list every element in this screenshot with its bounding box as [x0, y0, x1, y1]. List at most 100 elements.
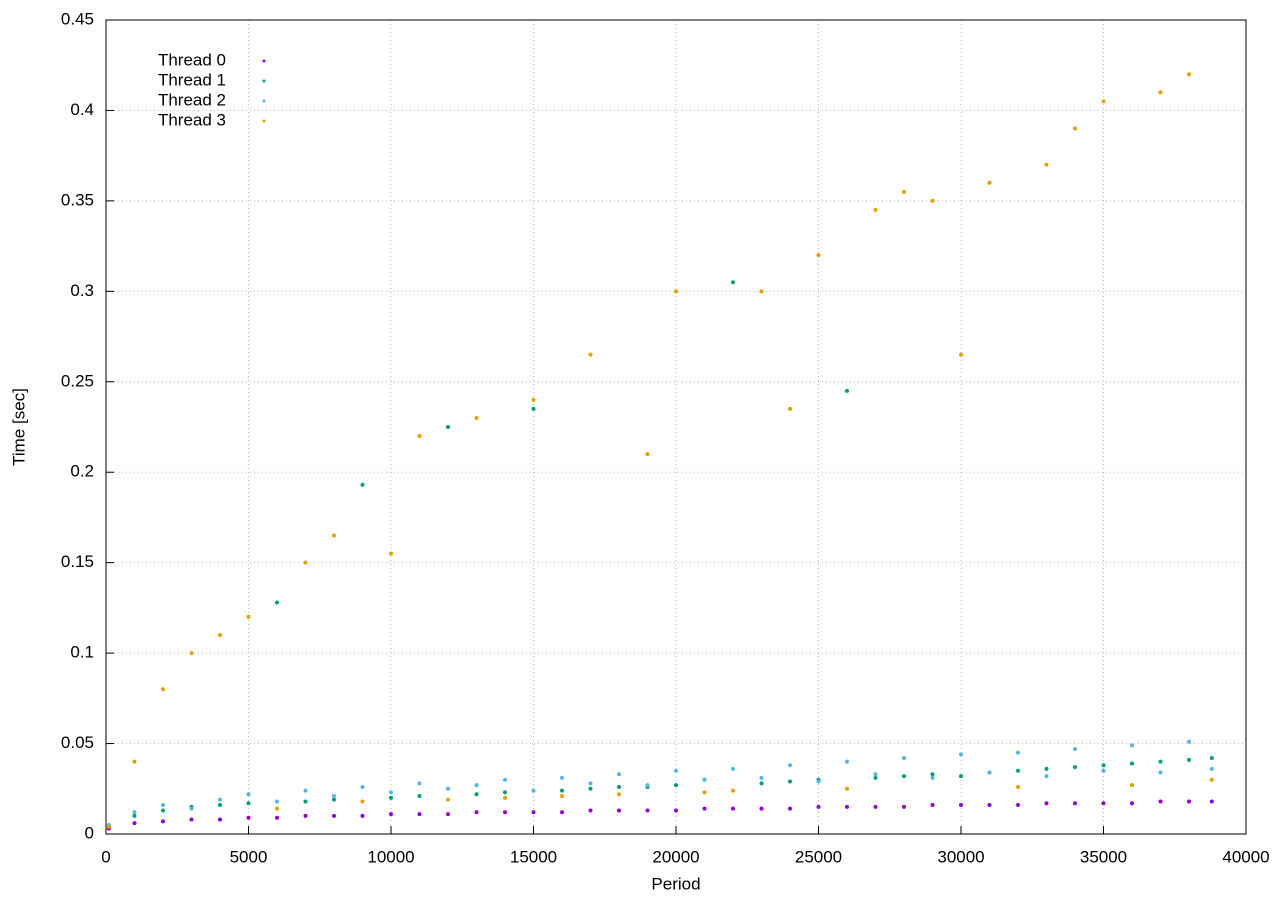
y-tick-label: 0.05	[61, 733, 94, 752]
point	[531, 788, 536, 793]
point	[1187, 757, 1191, 762]
point	[1101, 768, 1106, 773]
point	[246, 792, 251, 797]
point	[788, 779, 792, 784]
point	[1158, 799, 1163, 804]
point	[1016, 750, 1020, 755]
point	[1044, 774, 1049, 779]
point	[1073, 801, 1077, 806]
point	[1101, 801, 1106, 806]
point	[1130, 783, 1134, 788]
point	[759, 289, 764, 294]
point	[1209, 756, 1214, 761]
point	[446, 797, 450, 802]
y-tick-label: 0.35	[61, 190, 94, 209]
x-tick-label: 5000	[230, 847, 268, 866]
point	[1187, 799, 1191, 804]
point	[303, 813, 308, 818]
point	[560, 794, 564, 799]
point	[1073, 765, 1077, 770]
point	[161, 687, 165, 692]
x-tick-label: 40000	[1222, 847, 1269, 866]
point	[1101, 763, 1106, 768]
point	[1044, 801, 1049, 806]
point	[959, 352, 963, 357]
point	[417, 812, 422, 817]
point	[588, 808, 593, 813]
y-tick-label: 0.4	[70, 100, 94, 119]
point	[731, 280, 735, 285]
point	[161, 803, 165, 808]
x-tick-label: 35000	[1080, 847, 1127, 866]
point	[1016, 768, 1020, 773]
point	[246, 815, 251, 820]
point	[132, 813, 137, 818]
point	[959, 774, 963, 779]
point	[132, 759, 137, 764]
plot-border	[105, 19, 1247, 835]
point	[303, 788, 308, 793]
point	[930, 198, 935, 203]
point	[389, 812, 393, 817]
y-tick-label: 0.3	[70, 281, 94, 300]
point	[873, 772, 878, 777]
point	[617, 808, 621, 813]
point	[645, 783, 650, 788]
point	[902, 804, 906, 809]
point	[1073, 126, 1077, 131]
point	[873, 804, 878, 809]
point	[674, 289, 678, 294]
legend-marker	[262, 79, 266, 83]
point	[1130, 743, 1134, 748]
point	[1158, 90, 1163, 95]
point	[1016, 803, 1020, 808]
point	[702, 777, 707, 782]
y-axis-label: Time [sec]	[9, 388, 28, 466]
point	[1130, 761, 1134, 766]
point	[759, 775, 764, 780]
point	[503, 795, 507, 800]
legend-label: Thread 0	[158, 50, 226, 69]
point	[303, 560, 308, 565]
point	[702, 806, 707, 811]
point	[560, 775, 564, 780]
point	[1158, 759, 1163, 764]
point	[503, 777, 507, 782]
point	[446, 425, 450, 429]
point	[731, 788, 735, 793]
point	[759, 806, 764, 811]
point	[474, 792, 479, 797]
point	[845, 786, 849, 791]
point	[189, 651, 194, 656]
x-axis-label: Period	[651, 874, 700, 893]
point	[1130, 801, 1134, 806]
point	[902, 774, 906, 779]
point	[702, 790, 707, 795]
legend-marker	[262, 99, 266, 103]
legend-label: Thread 2	[158, 90, 226, 109]
point	[674, 768, 678, 773]
point	[788, 806, 792, 811]
point	[218, 803, 222, 808]
point	[503, 810, 507, 815]
point	[959, 803, 963, 808]
point	[446, 786, 450, 791]
point	[617, 784, 621, 789]
point	[275, 806, 279, 811]
x-tick-label: 0	[101, 847, 110, 866]
point	[560, 810, 564, 815]
point	[132, 821, 137, 826]
point	[930, 803, 935, 808]
legend-label: Thread 1	[158, 70, 226, 89]
point	[674, 808, 678, 813]
point	[645, 808, 650, 813]
point	[560, 788, 564, 793]
point	[588, 781, 593, 786]
point	[617, 792, 621, 797]
point	[474, 783, 479, 788]
point	[360, 813, 365, 818]
point	[902, 756, 906, 761]
point	[1187, 739, 1191, 744]
point	[816, 253, 821, 258]
